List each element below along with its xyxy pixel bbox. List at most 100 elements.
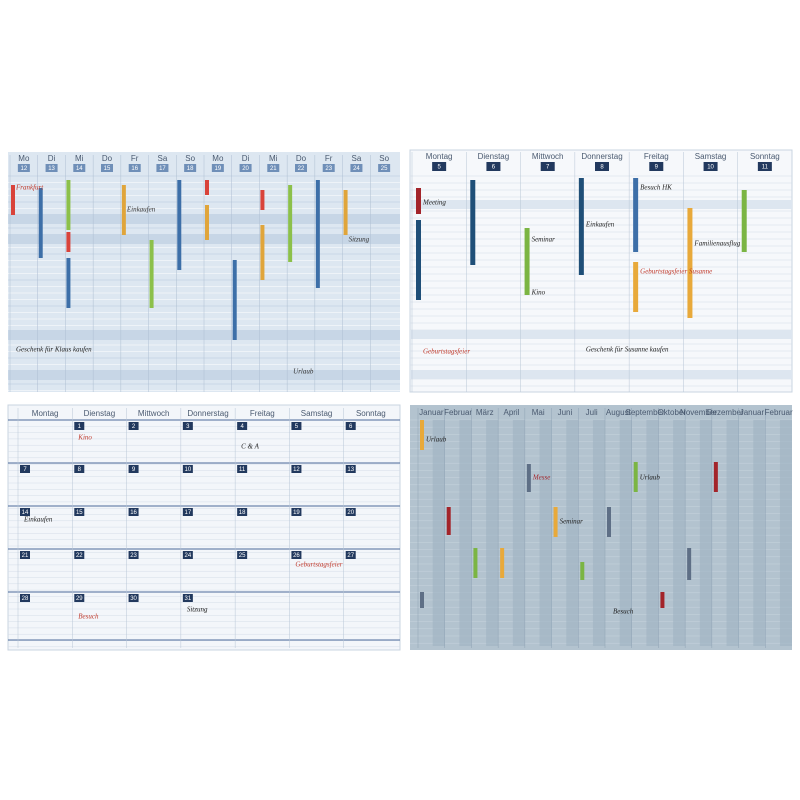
date-box <box>649 162 664 171</box>
date-number: 30 <box>130 596 137 602</box>
date-number: 15 <box>104 166 111 172</box>
date-box <box>128 465 139 473</box>
band <box>410 330 792 339</box>
day-header: Samstag <box>695 152 727 161</box>
marker-bar <box>260 225 265 280</box>
note: Urlaub <box>640 474 661 482</box>
marker-bar <box>633 262 639 312</box>
marker-bar <box>660 592 665 608</box>
date-number: 5 <box>295 424 299 430</box>
date-number: 23 <box>130 553 137 559</box>
marker-bar <box>553 507 558 537</box>
date-box <box>182 422 193 430</box>
date-box <box>20 594 30 602</box>
month-column <box>779 420 792 646</box>
date-number: 6 <box>492 165 496 171</box>
note: Urlaub <box>293 368 314 376</box>
day-header: Di <box>48 154 56 163</box>
date-number: 7 <box>23 467 27 473</box>
date-number: 20 <box>242 166 249 172</box>
date-number: 25 <box>381 166 388 172</box>
date-number: 21 <box>22 553 29 559</box>
date-number: 22 <box>76 553 83 559</box>
date-number: 26 <box>293 553 300 559</box>
date-box <box>345 422 356 430</box>
marker-bar <box>11 185 15 215</box>
day-header: Sa <box>352 154 362 163</box>
day-header: Montag <box>426 152 453 161</box>
date-box <box>345 465 356 473</box>
month-header: Februar <box>444 408 472 417</box>
band <box>410 200 792 209</box>
date-number: 24 <box>353 166 360 172</box>
date-box <box>74 551 85 559</box>
date-number: 12 <box>293 467 300 473</box>
date-box <box>73 164 86 172</box>
month-header: November <box>680 408 717 417</box>
note: Einkaufen <box>23 516 53 524</box>
month-column <box>673 420 686 646</box>
marker-bar <box>446 507 451 535</box>
date-number: 13 <box>347 467 354 473</box>
date-number: 14 <box>76 166 83 172</box>
day-header: Fr <box>131 154 139 163</box>
note: Geschenk für Klaus kaufen <box>16 346 92 354</box>
date-number: 19 <box>293 510 300 516</box>
date-number: 18 <box>187 166 194 172</box>
date-box <box>378 164 391 172</box>
date-box <box>291 508 302 516</box>
marker-bar <box>66 258 71 308</box>
date-number: 18 <box>239 510 246 516</box>
date-box <box>20 508 30 516</box>
date-box <box>291 465 302 473</box>
month-header: April <box>503 408 519 417</box>
month-header: Dezember <box>707 408 744 417</box>
note: Geschenk für Susanne kaufen <box>586 346 669 354</box>
marker-bar <box>315 180 320 288</box>
day-header: Fr <box>325 154 333 163</box>
date-number: 10 <box>185 467 192 473</box>
date-number: 10 <box>707 165 714 171</box>
note: Familienausflug <box>693 240 740 248</box>
date-number: 13 <box>48 166 55 172</box>
note: Einkaufen <box>126 206 156 214</box>
marker-bar <box>687 548 692 580</box>
note: Geburtstagsfeier <box>295 561 342 569</box>
day-header: Montag <box>32 409 59 418</box>
month-header: Januar <box>740 408 765 417</box>
marker-bar <box>687 208 693 318</box>
day-header: Mi <box>269 154 278 163</box>
month-header: Juli <box>586 408 598 417</box>
month-column <box>726 420 739 646</box>
marker-bar <box>177 180 182 270</box>
date-number: 2 <box>132 424 136 430</box>
day-header: Mi <box>75 154 84 163</box>
date-box <box>128 508 139 516</box>
date-number: 14 <box>22 510 29 516</box>
month-column <box>432 420 445 646</box>
marker-bar <box>633 462 638 492</box>
note: Besuch <box>78 613 99 621</box>
date-box <box>432 162 447 171</box>
date-number: 25 <box>239 553 246 559</box>
date-box <box>182 594 193 602</box>
day-header: Freitag <box>250 409 275 418</box>
date-number: 22 <box>298 166 305 172</box>
marker-bar <box>500 548 505 578</box>
day-header: Freitag <box>644 152 669 161</box>
date-box <box>74 594 85 602</box>
month-header: Januar <box>419 408 444 417</box>
date-number: 6 <box>349 424 353 430</box>
date-number: 20 <box>347 510 354 516</box>
date-box <box>237 465 248 473</box>
day-header: Mittwoch <box>532 152 564 161</box>
note: Urlaub <box>426 436 447 444</box>
date-number: 16 <box>131 166 138 172</box>
day-header: Samstag <box>301 409 333 418</box>
date-number: 11 <box>239 467 246 473</box>
day-header: Mittwoch <box>138 409 170 418</box>
month-column <box>566 420 579 646</box>
day-header: Do <box>102 154 113 163</box>
date-box <box>128 164 141 172</box>
day-header: Donnerstag <box>581 152 622 161</box>
